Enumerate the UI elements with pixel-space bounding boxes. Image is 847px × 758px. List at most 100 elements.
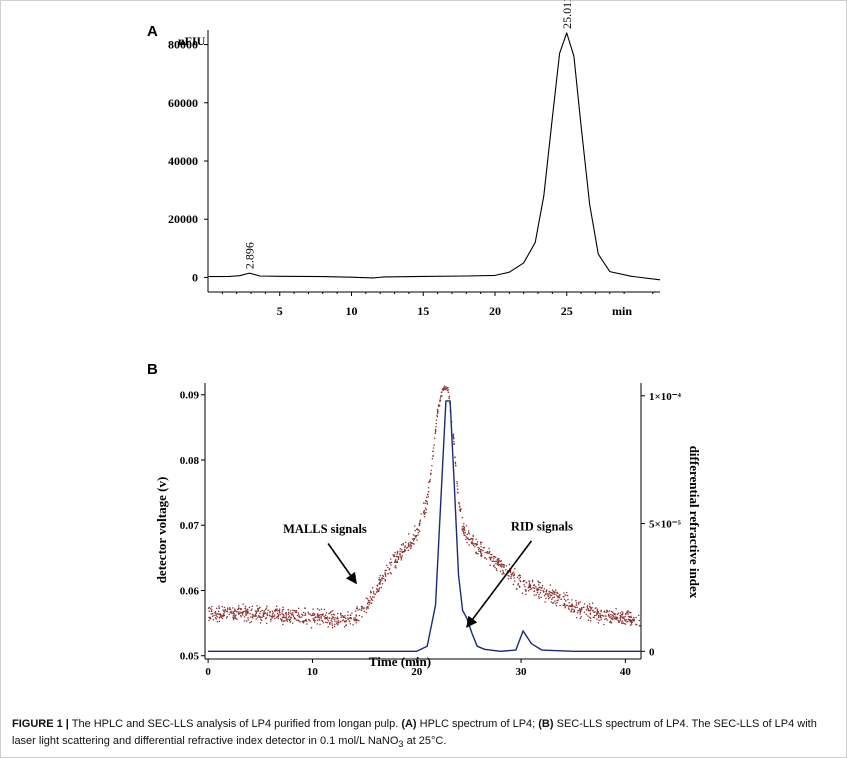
panel-b-malls-point — [287, 616, 290, 618]
panel-b-malls-point — [630, 611, 632, 614]
panel-b-malls-point — [611, 614, 614, 616]
panel-b-malls-point — [371, 599, 374, 601]
panel-b-malls-point — [367, 607, 369, 610]
panel-b: B 0.05 0.06 0.07 0.08 0.09 0 10 20 30 40 1×10⁻⁴ 5×1… — [147, 361, 702, 678]
panel-b-malls-point — [236, 618, 238, 620]
panel-b-malls-point — [218, 620, 221, 623]
panel-b-malls-point — [361, 605, 364, 608]
panel-a-x-unit-label: min — [612, 304, 632, 318]
panel-b-malls-point — [213, 614, 215, 617]
panel-b-malls-point — [276, 612, 279, 615]
panel-b-malls-point — [612, 615, 615, 617]
panel-b-malls-point — [432, 455, 434, 457]
panel-b-malls-point — [338, 622, 340, 624]
panel-b-malls-point — [452, 434, 455, 436]
panel-b-malls-point — [290, 614, 293, 616]
panel-b-malls-point — [316, 623, 318, 625]
panel-b-malls-point — [431, 457, 434, 460]
panel-b-malls-point — [248, 606, 251, 609]
panel-b-malls-point — [393, 555, 395, 557]
panel-b-malls-point — [356, 607, 358, 609]
panel-b-malls-point — [348, 620, 351, 623]
panel-b-malls-point — [324, 614, 327, 617]
panel-b-malls-point — [604, 618, 606, 621]
panel-b-malls-point — [354, 610, 357, 612]
panel-b-malls-point — [568, 608, 570, 610]
panel-b-malls-point — [378, 583, 380, 585]
panel-b-malls-point — [358, 619, 360, 622]
panel-b-malls-point — [525, 593, 527, 596]
panel-b-malls-point — [535, 586, 537, 588]
panel-b-malls-point — [339, 621, 342, 623]
panel-b-malls-point — [531, 580, 534, 583]
panel-b-malls-point — [625, 612, 628, 614]
panel-b-malls-point — [540, 589, 542, 591]
panel-b-malls-point — [297, 612, 300, 614]
panel-b-malls-point — [489, 559, 492, 561]
panel-b-malls-point — [619, 617, 622, 620]
panel-b-malls-point — [552, 601, 555, 604]
panel-b-malls-point — [432, 447, 435, 449]
panel-b-malls-point — [304, 607, 306, 610]
panel-b-malls-point — [447, 388, 449, 391]
panel-b-malls-point — [480, 549, 483, 551]
panel-b-malls-point — [596, 618, 598, 620]
panel-b-malls-point — [533, 590, 535, 593]
panel-b-malls-point — [336, 622, 338, 624]
panel-b-malls-point — [401, 551, 403, 553]
panel-b-malls-point — [596, 612, 598, 614]
panel-b-malls-point — [510, 577, 512, 580]
panel-b-malls-point — [448, 396, 450, 398]
panel-b-malls-point — [376, 584, 378, 587]
panel-b-malls-point — [330, 619, 332, 622]
panel-b-malls-point — [547, 597, 550, 600]
panel-b-malls-point — [389, 558, 392, 560]
panel-a-letter: A — [147, 23, 158, 40]
panel-b-malls-point — [466, 533, 468, 536]
panel-b-malls-point — [549, 584, 552, 586]
panel-b-malls-point — [564, 605, 566, 608]
panel-b-malls-point — [418, 524, 421, 526]
panel-b-malls-point — [396, 551, 399, 554]
panel-b-malls-point — [366, 606, 368, 608]
panel-b-malls-point — [594, 607, 597, 609]
panel-b-malls-point — [624, 620, 627, 622]
panel-b-malls-point — [297, 619, 299, 621]
panel-b-malls-point — [288, 618, 290, 621]
panel-b-malls-point — [542, 591, 545, 593]
panel-b-malls-point — [492, 560, 495, 562]
panel-b-malls-point — [389, 571, 392, 574]
panel-b-malls-point — [554, 602, 557, 605]
panel-b-malls-point — [489, 564, 491, 566]
panel-a-y-tick-label: 40000 — [168, 154, 198, 168]
panel-b-malls-point — [411, 542, 414, 545]
panel-b-malls-point — [565, 591, 568, 594]
panel-b-malls-point — [282, 606, 284, 608]
panel-a-peak-label: 25.011 — [560, 0, 574, 29]
panel-b-malls-point — [407, 549, 410, 552]
panel-b-malls-point — [237, 611, 239, 613]
panel-b-malls-point — [610, 613, 612, 616]
panel-b-malls-point — [417, 531, 420, 534]
panel-b-malls-point — [434, 428, 437, 431]
panel-b-malls-point — [478, 547, 481, 549]
panel-b-malls-point — [379, 583, 381, 585]
panel-b-malls-point — [218, 607, 220, 609]
panel-b-malls-point — [610, 622, 612, 624]
panel-b-malls-point — [378, 589, 380, 592]
panel-b-malls-point — [518, 574, 521, 576]
panel-b-malls-point — [492, 555, 495, 558]
panel-b-malls-point — [570, 604, 572, 607]
panel-b-malls-point — [590, 607, 593, 609]
panel-b-malls-point — [625, 618, 628, 621]
panel-b-y2-tick-label: 1×10⁻⁴ — [649, 391, 682, 403]
panel-b-malls-point — [414, 534, 416, 537]
panel-b-malls-point — [528, 585, 531, 587]
panel-b-malls-point — [474, 546, 476, 548]
panel-b-malls-point — [281, 616, 284, 618]
panel-b-malls-point — [554, 600, 556, 602]
panel-b-malls-point — [356, 606, 358, 608]
panel-b-malls-point — [551, 589, 554, 591]
panel-b-malls-point — [324, 617, 326, 620]
panel-b-malls-point — [536, 591, 539, 594]
